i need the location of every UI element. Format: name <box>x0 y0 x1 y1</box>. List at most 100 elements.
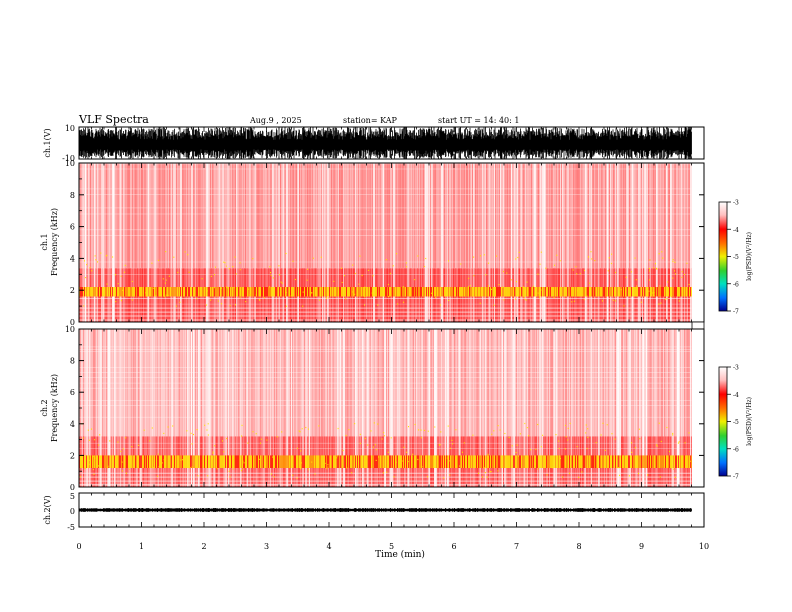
spectrogram-column <box>669 163 670 322</box>
spectrogram-band-cell <box>113 287 114 297</box>
spectrogram-column <box>290 163 291 322</box>
spectrogram-speck <box>672 259 674 261</box>
spectrogram-column <box>463 163 464 322</box>
spectrogram-band-cell <box>671 287 672 297</box>
spectrogram-speck <box>449 447 451 449</box>
spectrogram-band-cell <box>643 287 644 297</box>
spectrogram-column <box>196 163 197 322</box>
spectrogram-column <box>95 163 96 322</box>
spectrogram-column <box>396 329 397 487</box>
spectrogram-band-cell <box>133 455 134 468</box>
spectrogram-band-cell <box>470 287 471 297</box>
spectrogram-band-cell <box>341 455 342 468</box>
spectrogram-band-cell <box>243 455 244 468</box>
spectrogram-band-cell <box>202 455 203 468</box>
spectrogram-speck <box>423 429 425 431</box>
spectrogram-band-cell <box>536 287 537 297</box>
spectrogram-speck <box>451 439 453 441</box>
spectrogram-column <box>265 329 266 487</box>
spectrogram-band-cell <box>308 455 309 468</box>
spectrogram-streak <box>276 163 277 322</box>
spectrogram-band-cell <box>629 455 630 468</box>
spectrogram-band-cell <box>223 287 224 297</box>
spectrogram-band-cell <box>148 455 149 468</box>
spectrogram-band-cell <box>237 287 238 297</box>
spectrogram-band-cell <box>684 455 685 468</box>
spectrogram-band-cell <box>135 455 136 468</box>
spectrogram-band-cell <box>402 455 403 468</box>
spectrogram-column <box>391 163 392 322</box>
spectrogram-column <box>389 329 390 487</box>
spectrogram-band-cell <box>361 455 362 468</box>
spectrogram-column <box>316 163 317 322</box>
spectrogram-band-cell <box>217 455 218 468</box>
spectrogram-column <box>388 163 389 322</box>
spectrogram-speck <box>99 434 101 436</box>
spectrogram-band-cell <box>466 455 467 468</box>
spectrogram-band-cell <box>187 455 188 468</box>
spectrogram-band-cell <box>301 455 302 468</box>
spectrogram-band-cell <box>483 287 484 297</box>
spectrogram-band-cell <box>289 455 290 468</box>
spectrogram-speck <box>337 427 339 430</box>
spectrogram-band-cell <box>318 287 319 297</box>
spectrogram-speck <box>468 277 470 279</box>
spectrogram-band-cell <box>118 287 119 297</box>
spectrogram-column <box>509 163 510 322</box>
spectrogram-band-cell <box>132 287 133 297</box>
spectrogram-band-cell <box>239 287 240 297</box>
spectrogram-band-cell <box>674 287 675 297</box>
spectrogram-column <box>348 163 349 322</box>
spectrogram-column <box>294 163 295 322</box>
spectrogram-band-cell <box>535 287 536 297</box>
spectrogram-column <box>261 329 262 487</box>
spectrogram-streak <box>447 329 448 487</box>
spectrogram-band-cell <box>647 287 648 297</box>
spectrogram-column <box>93 163 94 322</box>
spectrogram-column <box>574 163 575 322</box>
spectrogram-speck <box>247 288 249 290</box>
spectrogram-streak <box>678 329 680 487</box>
spectrogram-speck <box>120 300 122 302</box>
spectrogram-column <box>503 329 504 487</box>
spectrogram-column <box>159 329 160 487</box>
spectrogram-column <box>423 329 424 487</box>
spectrogram-speck <box>640 301 642 303</box>
spectrogram-hline <box>79 367 692 368</box>
spectrogram-column <box>200 329 201 487</box>
spectrogram-band-cell <box>368 287 369 297</box>
spectrogram-band-cell <box>345 287 346 297</box>
spectrogram-streak <box>690 329 692 487</box>
spectrogram-speck <box>564 448 566 450</box>
spectrogram-speck <box>576 273 578 275</box>
spectrogram-band-cell <box>661 455 662 468</box>
spectrogram-band-cell <box>191 455 192 468</box>
spectrogram-band-cell <box>214 287 215 297</box>
spectrogram-speck <box>588 256 589 258</box>
spectrogram-band-cell <box>607 455 608 468</box>
spectrogram-column <box>430 329 431 487</box>
spectrogram-column <box>606 329 607 487</box>
spectrogram-column <box>215 329 216 487</box>
spectrogram-speck <box>307 428 309 430</box>
spectrogram-band-cell <box>551 455 552 468</box>
spectrogram-column <box>412 329 413 487</box>
spectrogram-band-cell <box>561 287 562 297</box>
spectrogram-band-cell <box>561 455 562 468</box>
spectrogram-band-cell <box>233 287 234 297</box>
spectrogram-band-cell <box>283 287 284 297</box>
spectrogram-column <box>478 163 479 322</box>
spectrogram-speck <box>91 270 93 272</box>
spectrogram-band-cell <box>82 287 83 297</box>
spectrogram-column <box>689 163 690 322</box>
spectrogram-speck <box>327 464 329 466</box>
spectrogram-column <box>689 329 690 487</box>
spectrogram-streak <box>208 329 211 487</box>
spectrogram-band-cell <box>234 455 235 468</box>
spectrogram-speck <box>344 275 345 277</box>
spectrogram-column <box>654 163 655 322</box>
spectrogram-band-cell <box>535 455 536 468</box>
spectrogram-band-cell <box>198 455 199 468</box>
spectrogram-column <box>221 329 222 487</box>
spectrogram-column <box>641 163 642 322</box>
